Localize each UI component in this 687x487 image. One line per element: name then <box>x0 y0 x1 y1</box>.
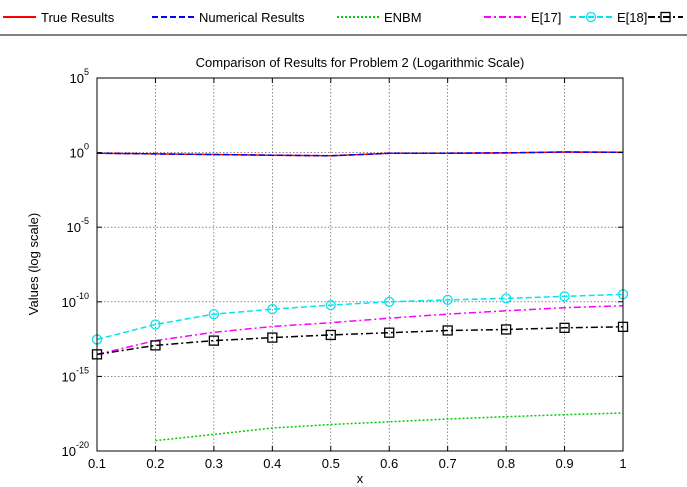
data-point <box>267 304 278 315</box>
x-tick-label: 0.3 <box>205 456 223 471</box>
x-tick-label: 1 <box>619 456 626 471</box>
series-4 <box>96 304 624 356</box>
series-line <box>96 293 624 341</box>
data-point <box>559 291 570 302</box>
legend-label: E[17] <box>531 10 561 25</box>
data-point <box>150 340 161 351</box>
data-point <box>442 325 453 336</box>
axis-ticks: 0.1 0.2 0.3 0.4 0.5 0.6 0.7 0.8 0.9 1 105 100 10-5 10… <box>62 67 627 471</box>
x-tick-label: 0.6 <box>380 456 398 471</box>
legend-label: ENBM <box>384 10 422 25</box>
data-point <box>384 296 395 307</box>
data-point <box>442 294 453 306</box>
data-point <box>267 332 278 343</box>
data-point <box>585 11 597 23</box>
legend-label: E[18] <box>617 10 647 25</box>
data-point <box>325 329 336 341</box>
series-line <box>96 151 624 157</box>
grid <box>97 78 623 451</box>
x-tick-label: 0.5 <box>322 456 340 471</box>
series-line <box>96 326 624 356</box>
series-2 <box>96 151 624 157</box>
chart-title: Comparison of Results for Problem 2 (Log… <box>196 55 525 70</box>
x-tick-label: 0.1 <box>88 456 106 471</box>
legend-item-5: E[18] <box>570 10 647 25</box>
data-point <box>208 308 220 320</box>
data-point <box>559 322 570 333</box>
x-tick-label: 0.2 <box>146 456 164 471</box>
y-tick-label: 105 <box>70 67 89 86</box>
data-point <box>500 324 512 335</box>
data-point <box>384 327 395 338</box>
y-tick-label: 10-5 <box>67 216 89 235</box>
series-line <box>96 304 624 356</box>
series-layer <box>91 151 629 442</box>
data-point <box>150 319 161 330</box>
y-tick-label: 10-15 <box>62 365 89 384</box>
x-tick-label: 0.9 <box>556 456 574 471</box>
data-point <box>500 293 512 304</box>
y-tick-label: 100 <box>70 142 89 161</box>
y-tick-label: 10-20 <box>62 440 89 459</box>
y-tick-label: 10-10 <box>62 291 89 310</box>
legend-item-4: E[17] <box>484 10 561 25</box>
legend-item-6 <box>648 11 683 23</box>
legend-label: True Results <box>41 10 115 25</box>
x-tick-label: 0.7 <box>439 456 457 471</box>
legend-item-2: Numerical Results <box>152 10 305 25</box>
legend: True Results Numerical Results ENBM E[17] E[… <box>3 10 683 25</box>
plot-area <box>97 78 623 451</box>
x-axis-label: x <box>357 471 364 486</box>
data-point <box>208 335 220 346</box>
data-point <box>660 11 671 23</box>
plot-border <box>96 77 624 452</box>
series-6 <box>91 321 629 360</box>
x-tick-label: 0.4 <box>263 456 281 471</box>
legend-item-1: True Results <box>3 10 115 25</box>
x-tick-label: 0.8 <box>497 456 515 471</box>
legend-item-3: ENBM <box>337 10 422 25</box>
data-point <box>325 299 336 311</box>
legend-label: Numerical Results <box>199 10 305 25</box>
y-axis-label: Values (log scale) <box>26 213 41 315</box>
